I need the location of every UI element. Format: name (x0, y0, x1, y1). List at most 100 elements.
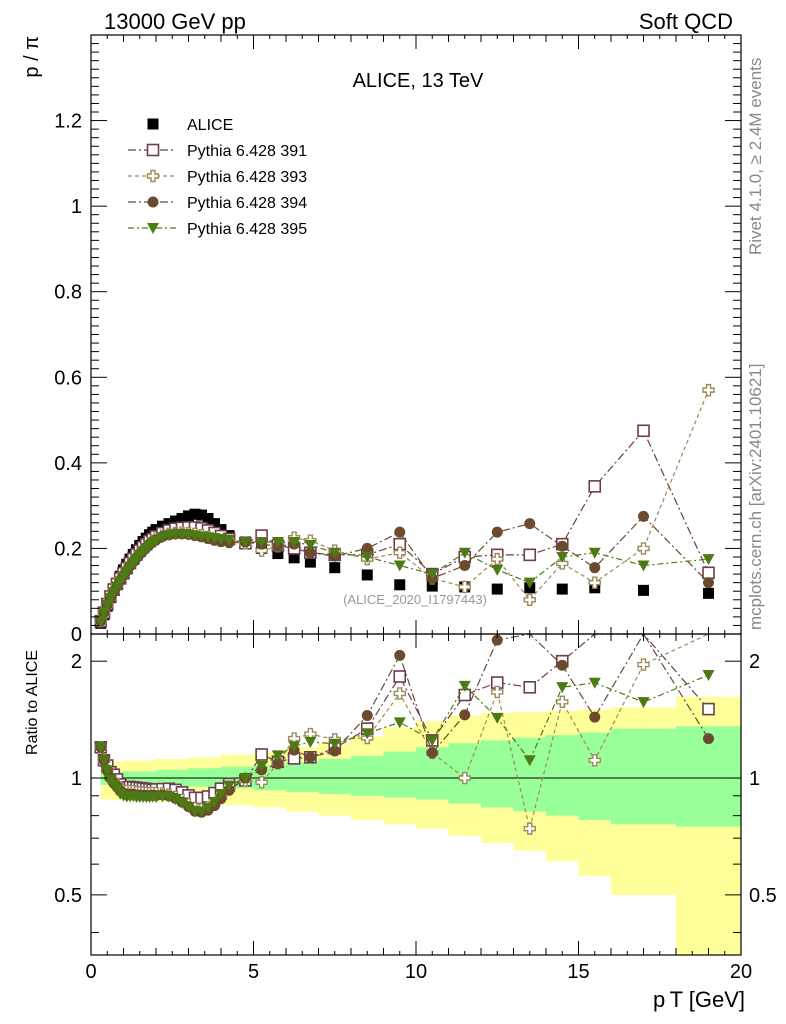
y-tick-label: 1.2 (54, 111, 82, 133)
ratio-point (329, 745, 341, 757)
data-point (255, 537, 268, 549)
ratio-band-inner (351, 755, 384, 796)
ratio-point (288, 741, 301, 753)
ratio-band-inner (481, 740, 514, 808)
ratio-point (702, 670, 715, 682)
ratio-point (394, 649, 406, 661)
ratio-point (491, 634, 503, 646)
legend-marker (146, 169, 160, 183)
data-point (170, 515, 181, 527)
y-tick-label: 1 (71, 196, 82, 218)
data-point (702, 566, 715, 580)
data-point (328, 547, 341, 559)
data-point (637, 542, 650, 555)
legend-label: Pythia 6.428 395 (187, 221, 307, 238)
data-point (288, 537, 301, 549)
ratio-point (255, 776, 268, 789)
ratio-point (556, 659, 568, 671)
legend-marker (146, 143, 160, 157)
ratio-point (195, 806, 208, 818)
data-point (556, 540, 568, 552)
ratio-point (523, 822, 536, 835)
x-tick-label: 10 (405, 961, 427, 983)
data-point (703, 587, 714, 599)
ratio-band-inner (188, 768, 221, 787)
data-point (271, 537, 284, 549)
data-point (556, 557, 569, 570)
legend: ALICE Pythia 6.428 391 Pythia 6.428 393 Pyt… (128, 117, 307, 238)
data-layer (94, 383, 715, 835)
ratio-point (393, 687, 406, 700)
x-tick-label: 15 (567, 961, 589, 983)
ratio-band-inner (546, 735, 579, 816)
legend-marker (147, 196, 159, 208)
mcplots-label: mcplots.cern.ch [arXiv:2401.10621] (746, 364, 765, 630)
data-point (361, 551, 374, 563)
data-point (361, 569, 373, 581)
data-point (491, 583, 503, 595)
data-point (202, 512, 214, 524)
data-point (491, 552, 504, 566)
data-point (638, 584, 649, 596)
header-right: Soft QCD (639, 9, 733, 34)
legend-marker (147, 118, 159, 130)
ratio-point (703, 733, 714, 745)
ratio-point (523, 755, 536, 767)
data-point (163, 518, 175, 530)
data-point (393, 560, 406, 572)
data-point (304, 547, 316, 559)
data-point (523, 593, 536, 606)
rivet-label: Rivet 4.1.0, ≥ 2.4M events (746, 58, 765, 255)
ratio-y-tick-label: 1 (71, 768, 82, 790)
data-point (189, 508, 201, 520)
x-axis-label: p T [GeV] (653, 987, 745, 1012)
data-point (458, 547, 471, 559)
analysis-watermark: (ALICE_2020_I1797443) (343, 592, 487, 607)
ratio-point (588, 754, 601, 767)
series-2 (94, 383, 715, 628)
data-point (150, 535, 162, 547)
legend-label: ALICE (187, 117, 233, 134)
ratio-y-tick-label-right: 1 (749, 768, 760, 790)
axes-frames: 0 5 10 15 20 0 0.2 0.4 0.6 0.8 1 1.2 0.5 0.5 1 1 2 2 (54, 34, 777, 983)
data-point (183, 510, 194, 522)
ratio-point (459, 709, 471, 721)
x-tick-label: 20 (730, 961, 752, 983)
ratio-point (239, 773, 252, 785)
ratio-band-inner (611, 728, 676, 825)
ratio-point (169, 794, 182, 806)
data-point (556, 583, 568, 595)
y-tick-label: 0.2 (54, 538, 82, 560)
data-point (393, 546, 406, 559)
header-left: 13000 GeV pp (104, 9, 246, 34)
data-point (491, 526, 503, 538)
y-tick-label: 0.4 (54, 453, 82, 475)
data-point (637, 560, 650, 572)
data-point (209, 518, 220, 530)
ratio-point (637, 658, 650, 671)
data-point (215, 534, 227, 546)
data-point (589, 562, 601, 574)
data-point (304, 556, 316, 568)
data-point (703, 577, 714, 589)
data-point (459, 560, 471, 572)
ratio-point (208, 796, 221, 808)
legend-label: Pythia 6.428 391 (187, 143, 307, 160)
ratio-band-inner (578, 732, 611, 820)
data-point (304, 540, 317, 552)
ratio-point (361, 709, 373, 721)
legend-label: Pythia 6.428 393 (187, 169, 307, 186)
ratio-point (182, 802, 195, 814)
data-point (150, 524, 162, 536)
y-tick-label: 0 (71, 624, 82, 646)
ratio-point (556, 682, 569, 694)
data-point (329, 562, 341, 574)
ratio-point (176, 797, 188, 809)
y-tick-label: 0.6 (54, 367, 82, 389)
ratio-point (328, 738, 341, 750)
series-4 (94, 529, 715, 628)
ratio-point (491, 712, 504, 724)
x-tick-label: 5 (248, 961, 259, 983)
ratio-point (637, 697, 650, 709)
ratio-band-inner (318, 758, 351, 794)
